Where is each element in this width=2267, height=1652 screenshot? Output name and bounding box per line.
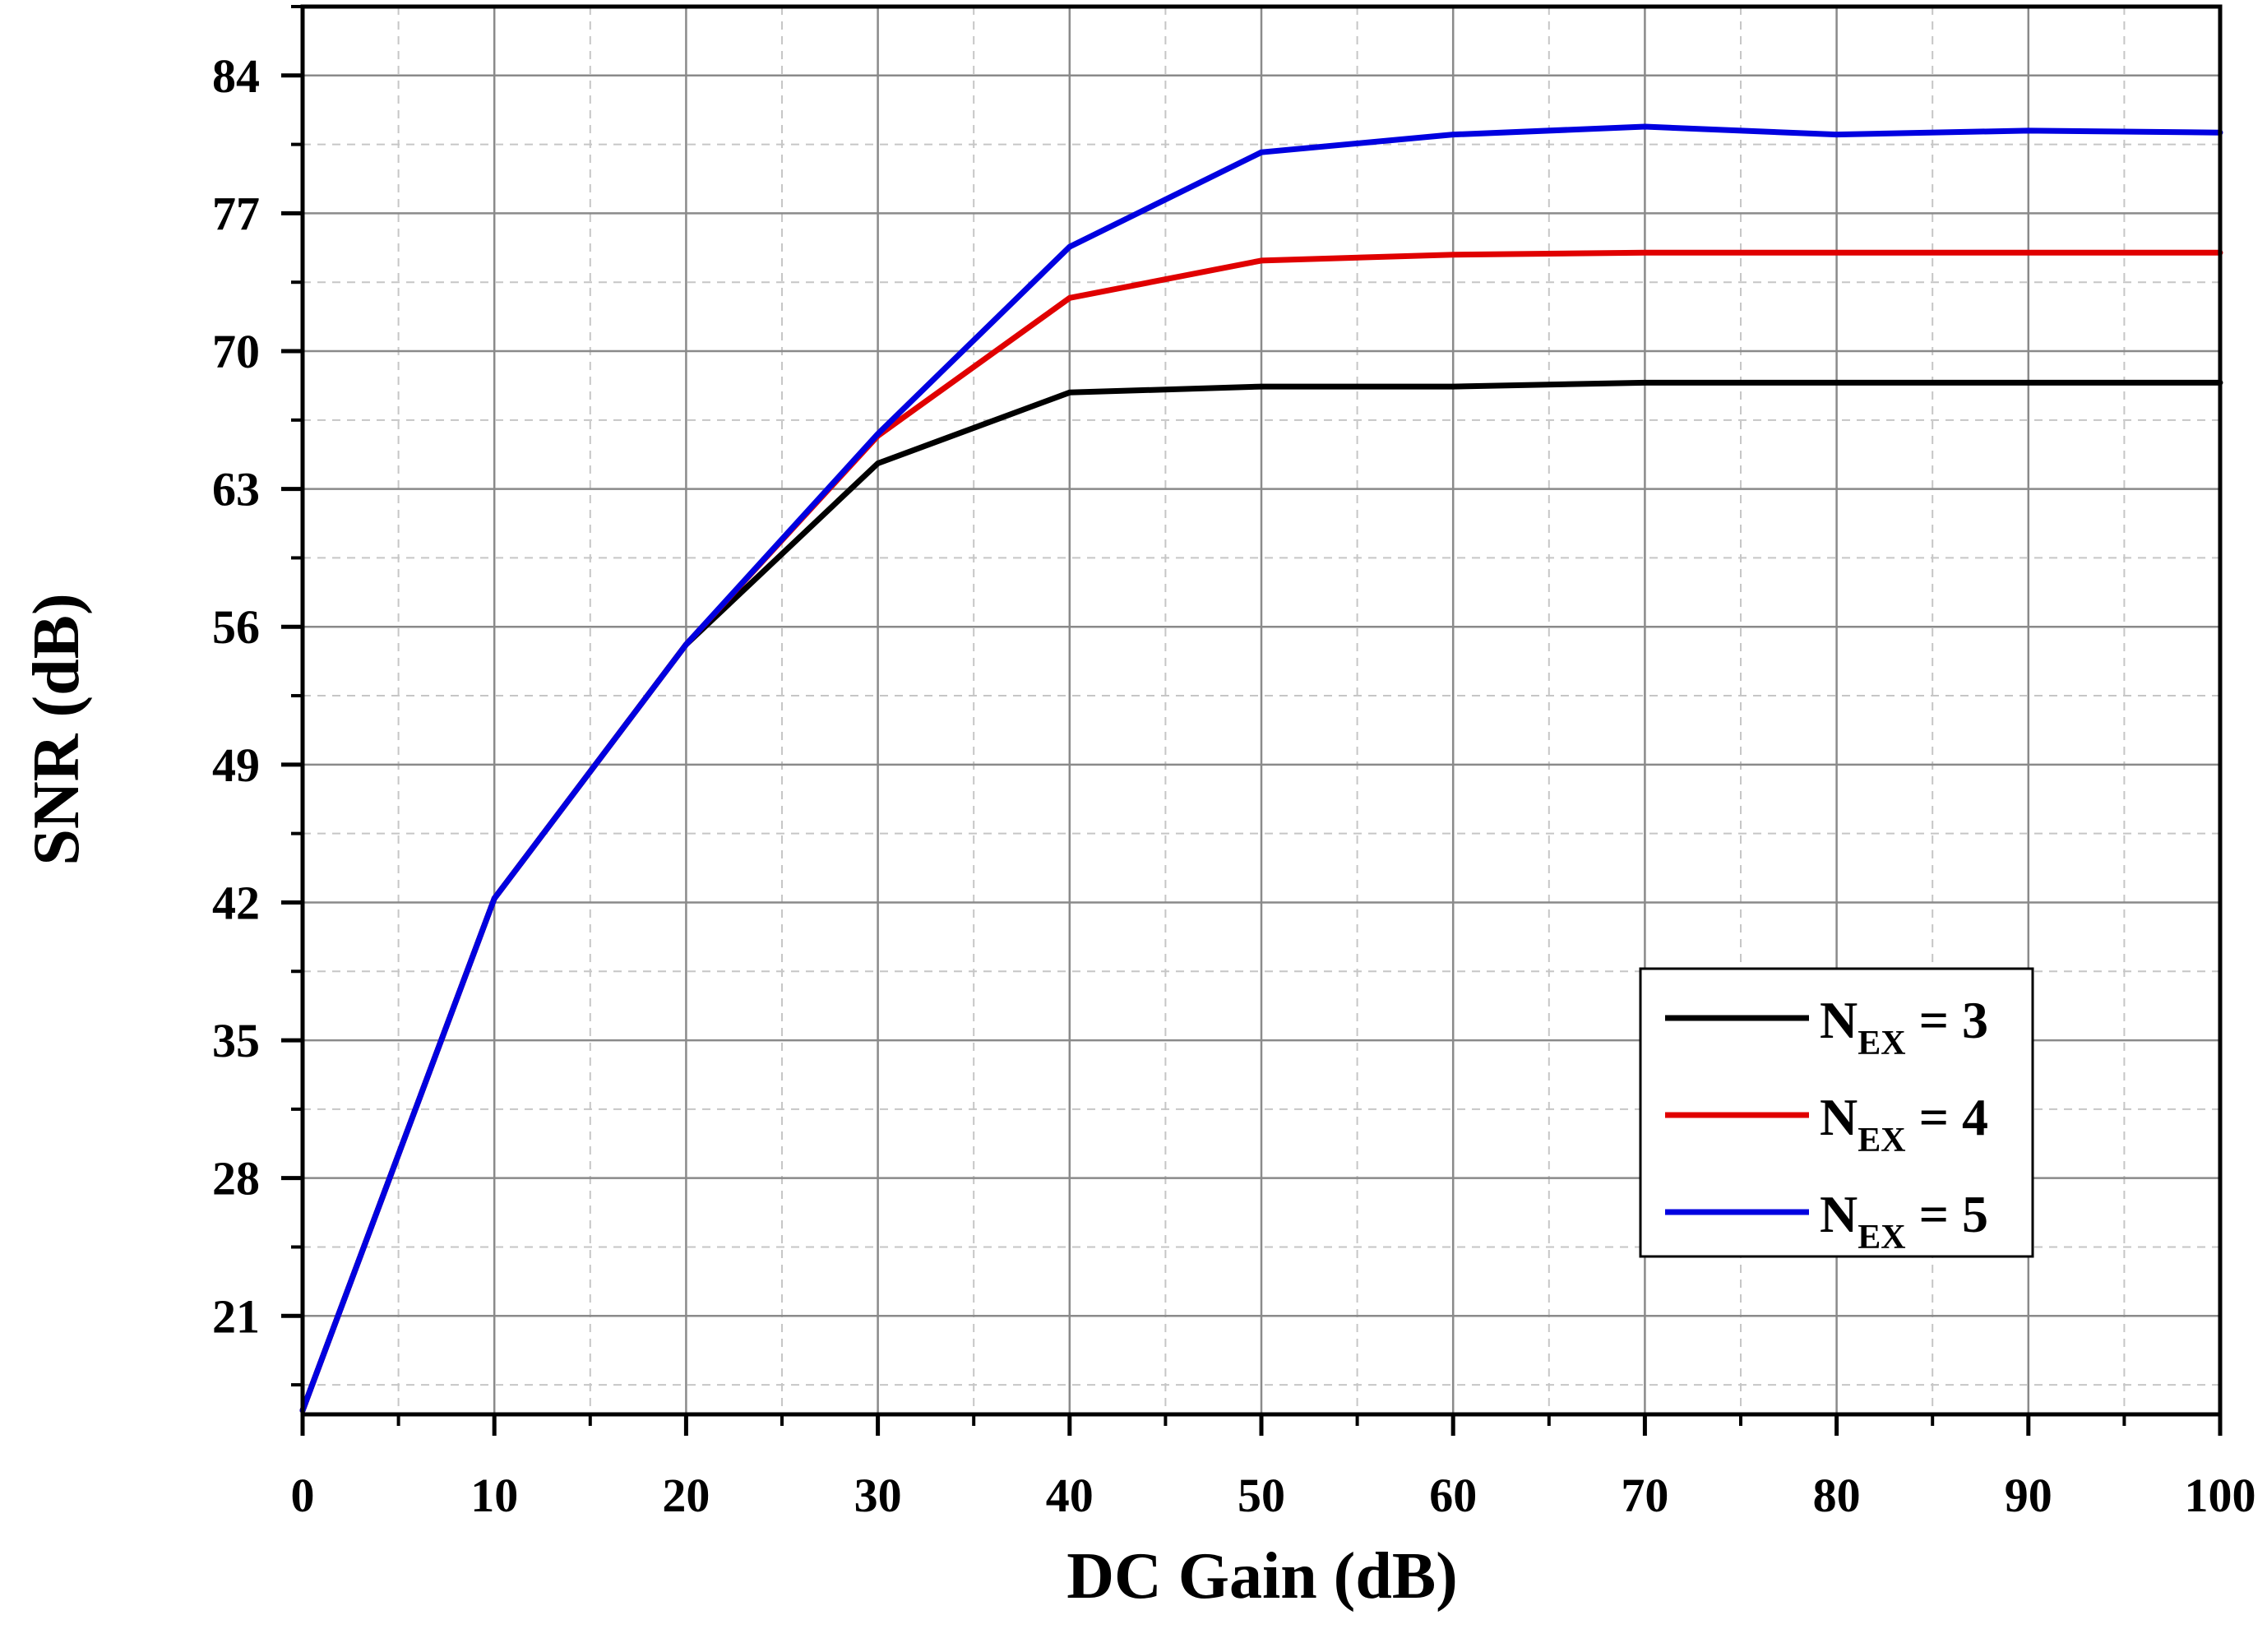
- y-axis-title: SNR (dB): [21, 593, 93, 865]
- y-tick-label: 42: [212, 876, 260, 929]
- legend-items: NEX = 3 NEX = 4 NEX = 5: [1665, 991, 1988, 1256]
- series-line-5: [299, 123, 2223, 1414]
- y-tick-label: 28: [212, 1152, 260, 1205]
- tick-layer: [281, 5, 2223, 1436]
- y-tick-label: 49: [212, 738, 260, 792]
- y-tick-label: 70: [212, 325, 260, 378]
- x-tick-label: 20: [662, 1469, 710, 1522]
- x-tick-label: 40: [1046, 1469, 1094, 1522]
- x-tick-label: 90: [2005, 1469, 2052, 1522]
- x-tick-label: 30: [854, 1469, 902, 1522]
- x-axis-title: DC Gain (dB): [1066, 1540, 1458, 1613]
- y-tick-label: 84: [212, 49, 260, 103]
- legend: NEX = 3 NEX = 4 NEX = 5: [1639, 967, 2034, 1258]
- legend-label: NEX = 3: [1820, 991, 1988, 1062]
- y-tick-label: 77: [212, 187, 260, 240]
- y-tick-labels: 21 28 35 42 49 56 63 70 77 84: [212, 49, 260, 1343]
- y-tick-label: 63: [212, 463, 260, 516]
- legend-label: NEX = 5: [1820, 1185, 1988, 1256]
- x-tick-labels: 0 10 20 30 40 50 60 70 80 90 100: [291, 1469, 2256, 1522]
- x-tick-label: 50: [1238, 1469, 1285, 1522]
- x-tick-label: 70: [1621, 1469, 1668, 1522]
- series-layer: [299, 123, 2223, 1414]
- x-tick-label: 10: [470, 1469, 518, 1522]
- x-tick-label: 80: [1813, 1469, 1861, 1522]
- x-tick-label: 60: [1429, 1469, 1477, 1522]
- y-tick-label: 21: [212, 1289, 260, 1343]
- legend-label: NEX = 4: [1820, 1088, 1988, 1159]
- y-tick-label: 35: [212, 1014, 260, 1067]
- x-tick-label: 100: [2185, 1469, 2256, 1522]
- y-tick-label: 56: [212, 600, 260, 654]
- x-tick-label: 0: [291, 1469, 315, 1522]
